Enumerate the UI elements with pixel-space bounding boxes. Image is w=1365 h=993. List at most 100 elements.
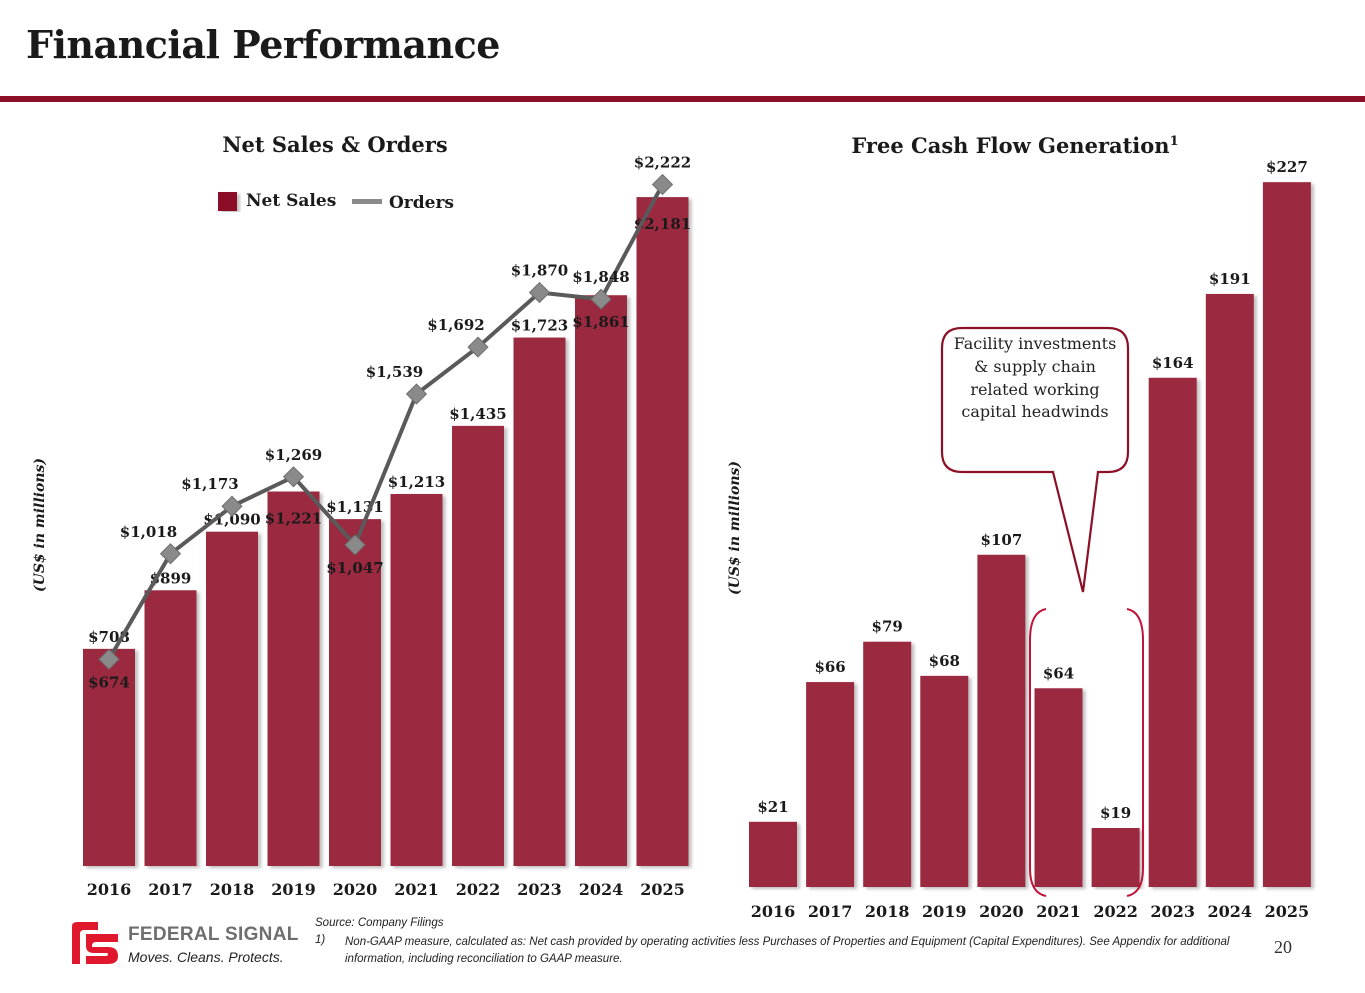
x-tick-label: 2017 bbox=[148, 880, 193, 899]
free-cash-flow-bar bbox=[1091, 828, 1140, 887]
net-sales-bar bbox=[267, 491, 320, 866]
left-y-axis-label: (US$ in millions) bbox=[32, 458, 48, 592]
x-tick-label: 2017 bbox=[808, 902, 853, 921]
x-tick-label: 2021 bbox=[1036, 902, 1081, 921]
net-sales-bar bbox=[452, 425, 504, 866]
bracket-right bbox=[1126, 608, 1144, 897]
orders-marker bbox=[467, 336, 489, 358]
x-tick-label: 2016 bbox=[87, 880, 132, 899]
free-cash-flow-bar bbox=[863, 641, 912, 887]
orders-marker bbox=[159, 543, 182, 565]
x-tick-label: 2021 bbox=[394, 880, 439, 899]
logo-tagline: Moves. Cleans. Protects. bbox=[128, 949, 284, 965]
x-tick-label: 2018 bbox=[865, 902, 910, 921]
x-tick-label: 2020 bbox=[979, 902, 1024, 921]
fcf-value-label: $19 bbox=[1100, 804, 1131, 822]
orders-line bbox=[107, 183, 665, 661]
net-sales-value-label: $1,213 bbox=[388, 473, 445, 491]
x-tick-label: 2023 bbox=[517, 880, 562, 899]
orders-marker bbox=[98, 648, 120, 670]
free-cash-flow-chart: Free Cash Flow Generation1 (US$ in milli… bbox=[727, 133, 1311, 921]
title-divider bbox=[0, 96, 1365, 102]
net-sales-value-label: $1,221 bbox=[265, 510, 322, 528]
orders-value-label: $1,539 bbox=[366, 363, 423, 381]
x-tick-label: 2024 bbox=[579, 880, 624, 899]
callout-text: Facility investments & supply chain rela… bbox=[953, 334, 1117, 422]
net-sales-bar bbox=[144, 590, 197, 866]
x-tick-label: 2022 bbox=[456, 880, 501, 899]
legend-label-net-sales: Net Sales bbox=[246, 191, 336, 211]
legend: Net Sales Orders bbox=[218, 191, 454, 213]
x-tick-label: 2019 bbox=[922, 902, 967, 921]
logo-name: FEDERAL SIGNAL bbox=[128, 924, 299, 945]
fcf-value-label: $191 bbox=[1209, 270, 1251, 288]
fcf-value-label: $79 bbox=[872, 618, 903, 636]
net-sales-bar bbox=[575, 295, 627, 866]
net-sales-value-label: $2,181 bbox=[634, 215, 691, 233]
free-cash-flow-bar bbox=[920, 675, 969, 887]
page-number: 20 bbox=[1274, 937, 1292, 957]
fcf-value-label: $164 bbox=[1152, 354, 1194, 372]
free-cash-flow-bar bbox=[1205, 293, 1254, 887]
orders-marker bbox=[344, 534, 366, 556]
net-sales-bar bbox=[636, 197, 689, 867]
orders-value-label: $1,269 bbox=[265, 446, 322, 464]
right-chart-title: Free Cash Flow Generation1 bbox=[851, 133, 1178, 158]
footnote-superscript: 1 bbox=[1170, 134, 1179, 149]
orders-value-label: $674 bbox=[88, 673, 130, 691]
orders-value-label: $1,018 bbox=[120, 523, 177, 541]
fcf-value-label: $64 bbox=[1043, 664, 1074, 682]
legend-swatch-net-sales bbox=[218, 192, 237, 211]
orders-marker bbox=[528, 281, 551, 304]
net-sales-bar bbox=[390, 493, 443, 866]
net-sales-value-label: $1,723 bbox=[511, 317, 568, 335]
orders-value-label: $1,173 bbox=[181, 475, 238, 493]
callout-bubble bbox=[940, 326, 1130, 593]
orders-value-label: $1,692 bbox=[427, 316, 484, 334]
x-tick-label: 2018 bbox=[210, 880, 255, 899]
x-tick-label: 2023 bbox=[1150, 902, 1195, 921]
x-tick-label: 2025 bbox=[640, 880, 685, 899]
net-sales-bar bbox=[206, 531, 258, 866]
fcf-value-label: $68 bbox=[929, 652, 960, 670]
net-sales-value-label: $1,435 bbox=[449, 405, 506, 423]
free-cash-flow-bar bbox=[977, 554, 1026, 887]
legend-swatch-orders bbox=[352, 199, 382, 204]
orders-marker bbox=[590, 288, 612, 310]
x-tick-label: 2016 bbox=[751, 902, 796, 921]
net-sales-bar bbox=[83, 648, 135, 866]
x-tick-label: 2020 bbox=[333, 880, 378, 899]
x-tick-label: 2024 bbox=[1208, 902, 1253, 921]
net-sales-bar bbox=[329, 519, 381, 866]
fcf-value-label: $227 bbox=[1266, 158, 1308, 176]
federal-signal-logo-icon bbox=[72, 922, 118, 964]
x-tick-label: 2022 bbox=[1093, 902, 1138, 921]
legend-label-orders: Orders bbox=[389, 193, 454, 213]
orders-value-label: $2,222 bbox=[634, 154, 691, 172]
orders-marker bbox=[221, 495, 243, 517]
footer-source: Source: Company Filings bbox=[315, 917, 444, 929]
free-cash-flow-bar bbox=[749, 821, 797, 887]
orders-marker bbox=[651, 173, 674, 196]
footnote-text: Non-GAAP measure, calculated as: Net cas… bbox=[345, 936, 1230, 965]
fcf-value-label: $21 bbox=[757, 798, 788, 816]
footnote-number: 1) bbox=[315, 934, 326, 946]
orders-value-label: $1,870 bbox=[511, 261, 568, 279]
fcf-value-label: $107 bbox=[981, 531, 1023, 549]
orders-value-label: $1,047 bbox=[326, 559, 383, 577]
free-cash-flow-bar bbox=[806, 682, 855, 887]
net-sales-value-label: $1,861 bbox=[572, 313, 629, 331]
left-chart-title: Net Sales & Orders bbox=[222, 132, 447, 157]
right-y-axis-label: (US$ in millions) bbox=[727, 461, 743, 595]
x-tick-label: 2019 bbox=[271, 880, 316, 899]
orders-marker bbox=[405, 383, 428, 405]
page-title: Financial Performance bbox=[26, 22, 500, 67]
orders-marker bbox=[282, 466, 305, 488]
bracket-left bbox=[1029, 608, 1047, 897]
right-chart-title-text: Free Cash Flow Generation bbox=[851, 133, 1169, 158]
x-tick-label: 2025 bbox=[1265, 902, 1310, 921]
free-cash-flow-bar bbox=[1262, 182, 1311, 888]
orders-value-label: $1,848 bbox=[572, 268, 629, 286]
free-cash-flow-bar bbox=[1148, 377, 1197, 887]
